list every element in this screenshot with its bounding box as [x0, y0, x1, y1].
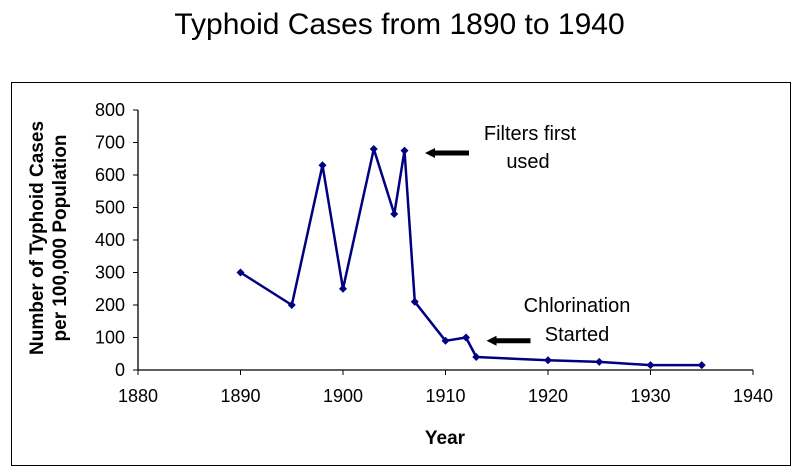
x-tick-label: 1900: [323, 386, 363, 406]
axes: [133, 109, 754, 375]
y-tick-labels: 0 100 200 300 400 500 600 700 800: [95, 100, 125, 380]
data-point: [369, 145, 378, 153]
y-tick-label: 0: [115, 360, 125, 380]
chart-title: Typhoid Cases from 1890 to 1940: [174, 8, 625, 41]
y-axis-label-line2: per 100,000 Population: [50, 135, 71, 342]
y-tick-label: 200: [95, 295, 125, 315]
y-tick-label: 600: [95, 165, 125, 185]
x-tick-label: 1910: [425, 386, 465, 406]
y-tick-label: 700: [95, 133, 125, 153]
chart-frame: [11, 82, 791, 466]
data-point: [287, 301, 296, 309]
data-point: [400, 146, 409, 155]
y-tick-label: 800: [95, 100, 125, 120]
arrow-filters-head: [425, 148, 435, 158]
arrow-chlorination-head: [486, 335, 497, 346]
data-point: [410, 297, 419, 306]
y-tick-label: 500: [95, 198, 125, 218]
y-axis-label-line1: Number of Typhoid Cases: [27, 121, 48, 355]
annotations: Filters first used Chlorination Started: [425, 123, 630, 346]
y-tick-label: 400: [95, 230, 125, 250]
data-point: [441, 336, 450, 345]
data-point: [318, 161, 327, 170]
data-point: [595, 357, 604, 366]
x-tick-labels: 1880 1890 1900 1910 1920 1930 1940: [118, 386, 773, 406]
x-tick-label: 1920: [528, 386, 568, 406]
series-line: [239, 147, 702, 367]
annotation-filters-line1: Filters first: [484, 123, 577, 145]
x-tick-label: 1940: [733, 386, 773, 406]
y-tick-label: 100: [95, 328, 125, 348]
series-typhoid-cases: [236, 145, 706, 370]
x-tick-label: 1930: [630, 386, 670, 406]
x-tick-label: 1880: [118, 386, 158, 406]
data-point: [472, 353, 481, 361]
data-point: [697, 361, 706, 370]
data-point: [236, 268, 245, 277]
data-point: [646, 361, 655, 370]
data-point: [544, 356, 552, 365]
x-axis-label: Year: [425, 428, 466, 449]
data-point: [390, 210, 399, 218]
annotation-filters-line2: used: [506, 151, 549, 173]
annotation-chlorination-line2: Started: [545, 324, 609, 346]
x-tick-label: 1890: [220, 386, 260, 406]
data-point: [462, 333, 470, 342]
annotation-chlorination-line1: Chlorination: [524, 295, 631, 317]
y-tick-label: 300: [95, 263, 125, 283]
data-point: [339, 284, 347, 293]
